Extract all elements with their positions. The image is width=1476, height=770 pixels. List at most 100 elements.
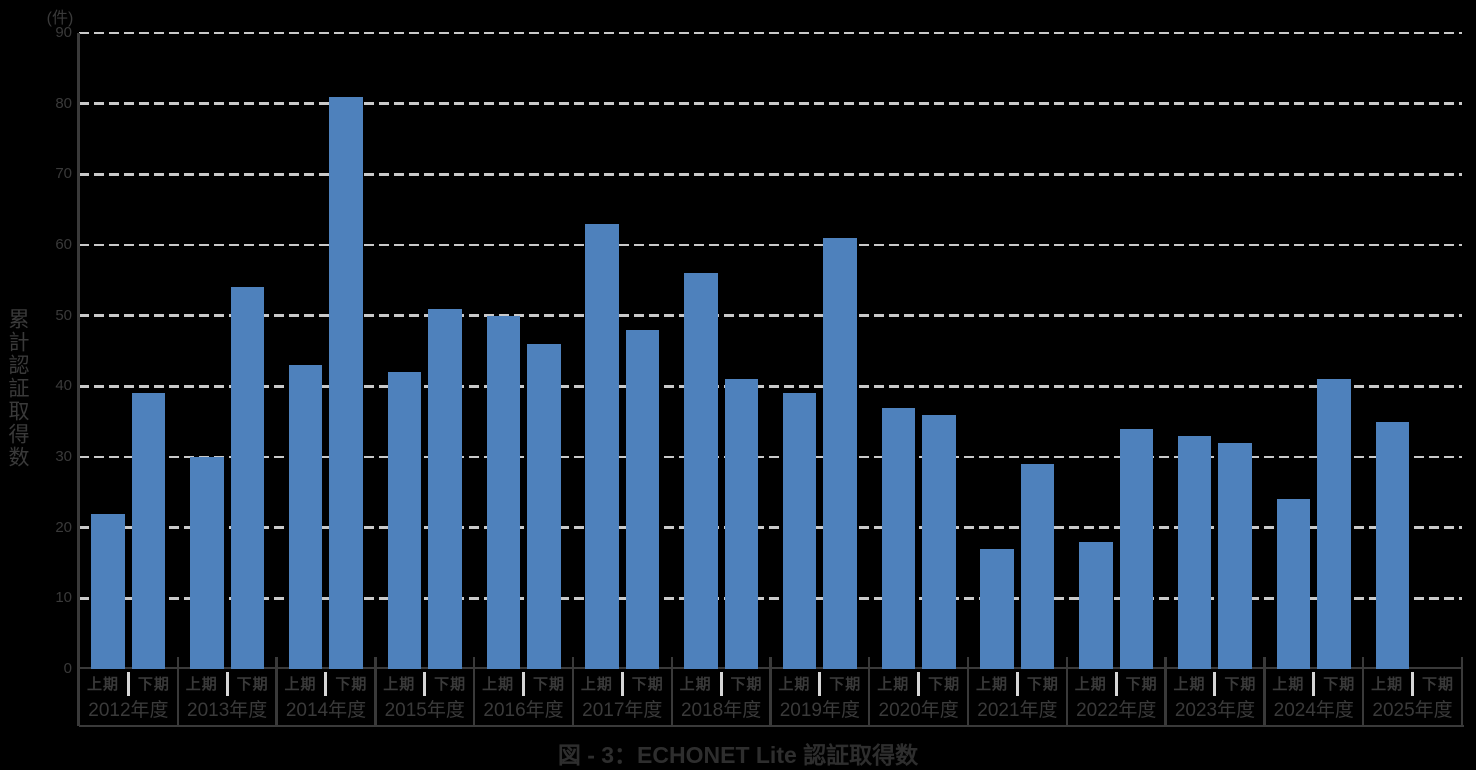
period-label-row: 上期 下期 xyxy=(79,669,178,698)
year-group-separator xyxy=(670,657,673,727)
bar-group-2025年度 xyxy=(1363,33,1462,669)
year-group-separator xyxy=(1460,657,1464,727)
y-axis-unit-label: (件) xyxy=(46,10,74,27)
second-half-label: 下期 xyxy=(1323,676,1356,693)
gridline xyxy=(79,172,1462,176)
label-area-bottom-border xyxy=(79,724,1464,727)
period-label-row: 上期 下期 xyxy=(1363,669,1462,698)
year-group-separator xyxy=(1362,657,1365,727)
bar-group-2019年度 xyxy=(770,33,869,669)
year-group-label: 上期 下期 2023年度 xyxy=(1166,669,1265,726)
bar-2022年度-上期 xyxy=(1079,541,1113,669)
first-half-label: 上期 xyxy=(877,676,910,693)
period-label-row: 上期 下期 xyxy=(178,669,277,698)
bar-2012年度-上期 xyxy=(91,513,125,669)
second-half-label: 下期 xyxy=(928,676,961,693)
year-label: 2020年度 xyxy=(878,700,959,721)
y-tick-label: 80 xyxy=(55,94,72,112)
year-label: 2022年度 xyxy=(1076,700,1157,721)
bar-group-2020年度 xyxy=(869,33,968,669)
bar-2021年度-下期 xyxy=(1020,464,1055,669)
bar-2019年度-上期 xyxy=(782,393,817,669)
year-group-label: 上期 下期 2024年度 xyxy=(1264,669,1363,726)
year-label: 2019年度 xyxy=(779,700,860,721)
year-group-separator xyxy=(472,657,476,727)
period-divider xyxy=(1312,671,1316,696)
first-half-label: 上期 xyxy=(778,676,811,693)
year-group-separator xyxy=(1263,657,1266,727)
bar-2018年度-下期 xyxy=(724,379,759,669)
year-label: 2012年度 xyxy=(88,700,169,721)
year-label: 2021年度 xyxy=(977,700,1058,721)
period-divider xyxy=(620,671,624,696)
year-label: 2018年度 xyxy=(680,700,762,721)
y-tick-label: 0 xyxy=(63,660,72,677)
year-label: 2017年度 xyxy=(582,700,663,721)
period-label-row: 上期 下期 xyxy=(474,669,573,698)
gridline xyxy=(79,455,1462,459)
first-half-label: 上期 xyxy=(1371,676,1404,693)
gridline xyxy=(79,243,1462,247)
second-half-label: 下期 xyxy=(1125,676,1158,693)
year-group-label: 上期 下期 2022年度 xyxy=(1067,669,1166,726)
bar-2023年度-下期 xyxy=(1218,442,1252,669)
bar-group-2017年度 xyxy=(573,33,672,669)
first-half-label: 上期 xyxy=(185,676,218,693)
period-divider xyxy=(917,671,921,696)
bar-2018年度-上期 xyxy=(684,273,718,669)
second-half-label: 下期 xyxy=(1421,676,1454,693)
bar-2019年度-下期 xyxy=(823,237,857,669)
period-label-row: 上期 下期 xyxy=(375,669,474,698)
bar-2012年度-下期 xyxy=(131,393,166,669)
year-label: 2015年度 xyxy=(384,700,465,721)
year-group-label: 上期 下期 2014年度 xyxy=(277,669,376,726)
year-group-separator xyxy=(868,657,871,727)
period-divider xyxy=(719,671,723,696)
year-label: 2023年度 xyxy=(1174,700,1256,721)
year-group-label: 上期 下期 2017年度 xyxy=(573,669,672,726)
period-label-row: 上期 下期 xyxy=(1264,669,1363,698)
y-axis-title: 累計認証取得数 xyxy=(6,308,29,469)
year-group-separator xyxy=(374,657,377,727)
gridline xyxy=(79,31,1462,35)
period-label-row: 上期 下期 xyxy=(277,669,376,698)
first-half-label: 上期 xyxy=(86,676,119,693)
period-divider xyxy=(1213,671,1217,696)
period-label-row: 上期 下期 xyxy=(968,669,1067,698)
first-half-label: 上期 xyxy=(580,676,613,693)
bar-group-2014年度 xyxy=(277,33,376,669)
period-divider xyxy=(324,671,328,696)
y-tick-label: 50 xyxy=(55,306,72,324)
bar-2023年度-上期 xyxy=(1177,435,1212,669)
period-label-row: 上期 下期 xyxy=(869,669,968,698)
bar-group-2022年度 xyxy=(1067,33,1166,669)
first-half-label: 上期 xyxy=(975,676,1008,693)
year-group-label: 上期 下期 2015年度 xyxy=(375,669,474,726)
year-group-label: 上期 下期 2021年度 xyxy=(968,669,1067,726)
bar-group-2021年度 xyxy=(968,33,1067,669)
year-label: 2014年度 xyxy=(285,700,367,721)
bar-2025年度-上期 xyxy=(1375,421,1410,669)
bar-group-2013年度 xyxy=(178,33,277,669)
year-group-label: 上期 下期 2013年度 xyxy=(178,669,277,726)
second-half-label: 下期 xyxy=(236,676,269,693)
first-half-label: 上期 xyxy=(1272,676,1305,693)
gridline xyxy=(79,314,1462,317)
period-divider xyxy=(1411,671,1415,696)
year-group-separator xyxy=(769,657,772,727)
bar-group-2018年度 xyxy=(672,33,771,669)
bar-2024年度-上期 xyxy=(1276,499,1311,669)
bar-2014年度-下期 xyxy=(329,96,363,669)
x-axis-label-area: 上期 下期 2012年度 上期 下期 2013年度 上期 下期 2014年度 上期 下期 2015年度… xyxy=(79,669,1462,726)
year-group-separator xyxy=(966,657,970,727)
bar-2017年度-上期 xyxy=(585,223,619,669)
y-axis-line xyxy=(77,33,80,726)
bar-2021年度-上期 xyxy=(980,548,1014,669)
second-half-label: 下期 xyxy=(335,676,368,693)
bar-2024年度-下期 xyxy=(1317,379,1351,669)
bar-2016年度-上期 xyxy=(486,315,521,669)
second-half-label: 下期 xyxy=(532,676,565,693)
gridline xyxy=(79,596,1462,600)
bar-2014年度-上期 xyxy=(288,365,323,669)
gridline xyxy=(79,102,1462,105)
